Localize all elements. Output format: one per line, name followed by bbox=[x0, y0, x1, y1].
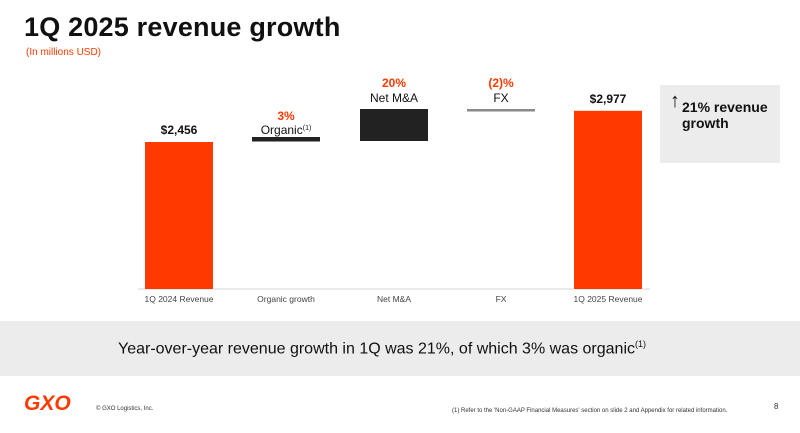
name-label-net-mna: Net M&A bbox=[370, 91, 418, 105]
pct-label-fx: (2)% bbox=[488, 76, 514, 90]
data-label-1q-2025: $2,977 bbox=[590, 92, 627, 106]
gxo-logo: GXO bbox=[24, 392, 71, 415]
bar-organic-growth bbox=[252, 137, 320, 142]
units-subtitle: (In millions USD) bbox=[26, 47, 102, 58]
name-label-organic: Organic(1) bbox=[261, 123, 312, 137]
page-title: 1Q 2025 revenue growth bbox=[24, 12, 341, 42]
summary-footnote-mark: (1) bbox=[635, 339, 646, 349]
x-tick-label: 1Q 2024 Revenue bbox=[145, 294, 214, 304]
bar-1q-2024-revenue bbox=[145, 142, 213, 289]
waterfall-chart: 1Q 2024 Revenue Organic growth Net M&A FX 1Q… bbox=[138, 76, 650, 304]
summary-banner: Year-over-year revenue growth in 1Q was … bbox=[0, 321, 800, 376]
x-tick-label: FX bbox=[496, 294, 507, 304]
copyright: © GXO Logistics, Inc. bbox=[96, 406, 154, 412]
page-number: 8 bbox=[774, 402, 779, 411]
bar-1q-2025-revenue bbox=[574, 110, 642, 289]
bar-fx bbox=[467, 109, 535, 112]
footnote: (1) Refer to the 'Non-GAAP Financial Mea… bbox=[452, 408, 728, 414]
growth-callout-text: 21% revenue growth bbox=[682, 99, 768, 131]
x-tick-label: Net M&A bbox=[377, 294, 411, 304]
organic-footnote-mark: (1) bbox=[303, 125, 312, 132]
data-label-1q-2024: $2,456 bbox=[161, 123, 198, 137]
name-label-fx: FX bbox=[493, 91, 508, 105]
pct-label-net-mna: 20% bbox=[382, 76, 406, 90]
x-tick-label: Organic growth bbox=[257, 294, 315, 304]
summary-text: Year-over-year revenue growth in 1Q was … bbox=[118, 339, 646, 358]
bar-net-mna bbox=[360, 109, 428, 141]
x-tick-label: 1Q 2025 Revenue bbox=[574, 294, 643, 304]
pct-label-organic: 3% bbox=[277, 109, 295, 123]
growth-callout: ↑ 21% revenue growth bbox=[660, 85, 780, 163]
up-arrow-icon: ↑ bbox=[670, 90, 680, 112]
